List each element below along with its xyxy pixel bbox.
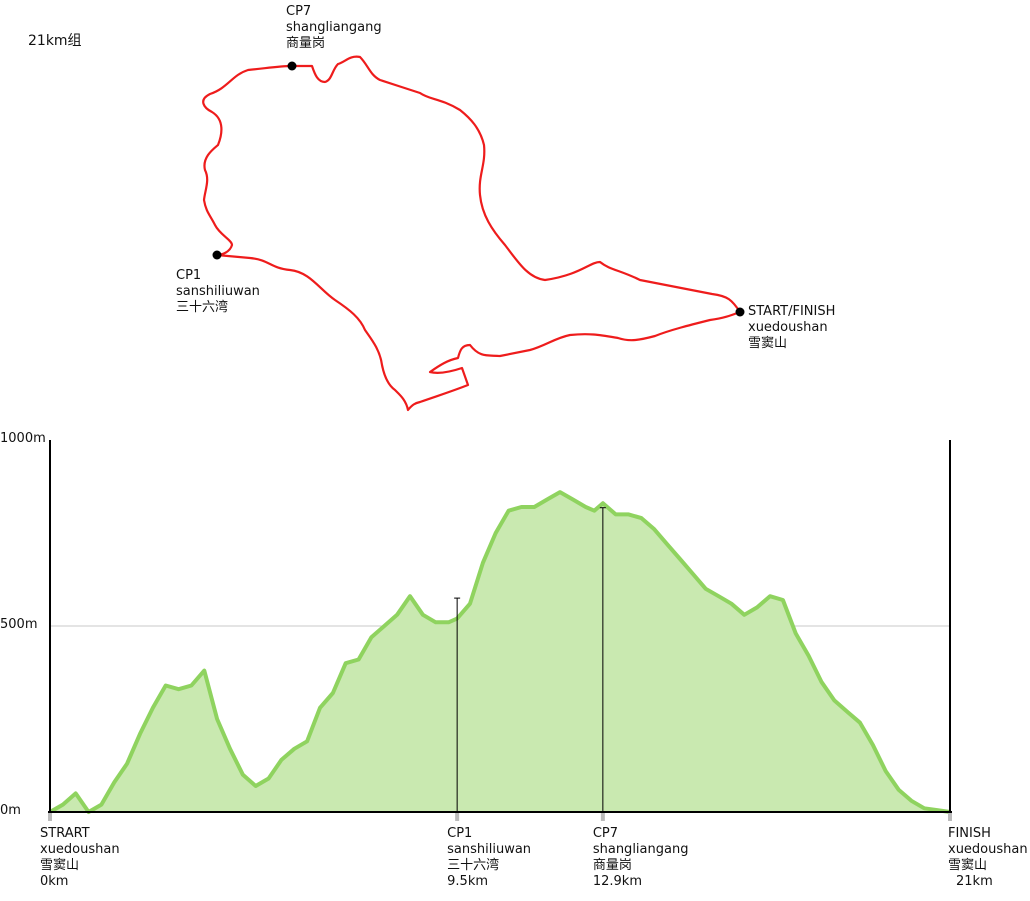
x-label-line: sanshiliuwan [447,842,532,857]
cp7-marker [287,61,297,71]
x-label-line: CP7 [592,826,619,841]
elevation-area [50,492,950,812]
x-tick-mark-2 [600,813,605,821]
x-label-line: shangliangang [592,842,689,857]
route-line [202,55,742,412]
elevation-line [49,490,951,814]
x-label-line: FINISH [948,826,991,841]
route-map [202,55,745,412]
x-label-line: 商量岗 [592,858,632,873]
x-label-line: 三十六湾 [447,858,500,873]
x-label-3: FINISH xuedoushan 雪窦山 21km [948,826,1028,890]
x-label-2: CP7 shangliangang 商量岗 12.9km [593,826,689,890]
y-tick-label-2: 0m [0,803,21,818]
cp7-map-label: CP7 shangliangang 商量岗 [286,4,382,51]
x-label-line: xuedoushan [948,842,1028,857]
x-label-line: 雪窦山 [40,858,80,873]
x-label-line: xuedoushan [40,842,120,857]
cp1-map-label: CP1 sanshiliuwan 三十六湾 [176,268,260,315]
x-label-line: STRART [40,826,90,841]
x-tick-mark-3 [948,813,952,821]
x-tick-mark-1 [455,813,460,821]
start-finish-marker [735,307,745,317]
x-label-line: CP1 [447,826,473,841]
y-tick-label-0: 1000m [0,431,46,446]
x-label-0: STRART xuedoushan 雪窦山 0km [40,826,120,890]
start-finish-map-label: START/FINISH xuedoushan 雪窦山 [748,304,836,351]
x-label-line: 0km [40,874,69,889]
x-tick-mark-0 [48,813,52,821]
y-tick-label-1: 500m [0,617,38,632]
map-title: 21km组 [28,33,82,49]
x-label-line: 21km [956,874,993,889]
cp1-marker [212,250,222,260]
x-label-line: 12.9km [592,874,642,889]
x-label-line: 9.5km [447,874,489,889]
x-label-1: CP1 sanshiliuwan 三十六湾 9.5km [447,826,531,890]
x-label-line: 雪窦山 [948,858,988,873]
